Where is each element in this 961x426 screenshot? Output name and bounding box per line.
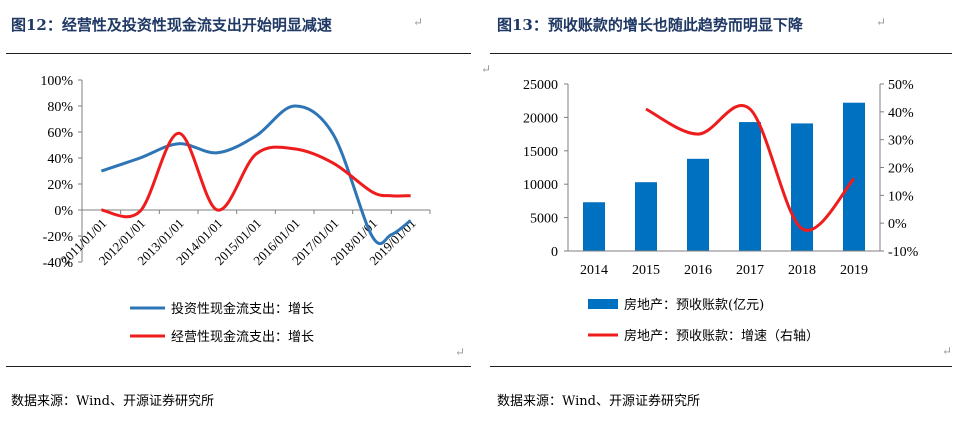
right-left-tick-label: 15000 <box>523 145 558 160</box>
right-right-tick-label: 40% <box>888 106 914 121</box>
legend-label-operating: 经营性现金流支出：增长 <box>171 329 314 345</box>
left-legend: 投资性现金流支出：增长 经营性现金流支出：增长 <box>130 301 314 345</box>
left-figure-title: 图12：经营性及投资性现金流支出开始明显减速 <box>11 16 332 34</box>
left-y-tick-label: 20% <box>47 178 73 193</box>
return-mark: ↵ <box>413 15 424 29</box>
left-source-note: 数据来源：Wind、开源证券研究所 <box>11 394 214 409</box>
return-mark: ↵ <box>481 62 492 76</box>
right-left-tick-label: 5000 <box>530 212 558 227</box>
right-figure-title: 图13：预收账款的增长也随此趋势而明显下降 <box>497 16 803 34</box>
right-right-tick-label: 50% <box>888 78 914 93</box>
return-mark: ↵ <box>876 15 887 29</box>
right-legend: 房地产：预收账款(亿元) 房地产：预收账款：增速（右轴） <box>588 297 819 344</box>
left-x-axis: 2011/01/012012/01/012013/01/012014/01/01… <box>57 216 418 268</box>
right-right-tick-label: 20% <box>888 162 914 177</box>
right-left-tick-label: 10000 <box>523 178 558 193</box>
bar-2016 <box>687 158 709 251</box>
investing-growth-line <box>100 104 412 246</box>
right-growth-line <box>645 104 856 232</box>
left-y-tick-label: 40% <box>47 152 73 167</box>
bar-2018 <box>791 123 813 251</box>
right-x-tick-label: 2014 <box>580 263 608 278</box>
bar-2014 <box>583 202 605 251</box>
right-source-note: 数据来源：Wind、开源证券研究所 <box>497 394 700 409</box>
left-y-tick-label: 100% <box>40 74 73 89</box>
right-x-tick-label: 2017 <box>736 263 764 278</box>
return-mark: ↵ <box>455 345 466 359</box>
right-bottom-divider <box>490 366 952 367</box>
legend-label-advance-receipts: 房地产：预收账款(亿元) <box>624 297 764 313</box>
right-x-tick-label: 2019 <box>840 263 868 278</box>
left-title-divider <box>6 53 471 54</box>
right-bars <box>583 102 865 252</box>
left-bottom-divider <box>6 366 471 367</box>
right-right-tick-label: 10% <box>888 189 914 204</box>
growth-rate-line <box>645 104 856 232</box>
left-y-tick-label: 80% <box>47 100 73 115</box>
right-title-divider <box>490 53 952 54</box>
right-right-tick-label: 0% <box>888 217 907 232</box>
left-y-axis: -40% -20% 0% 20% 40% 60% 80% 100% <box>40 74 73 271</box>
bar-2017 <box>739 122 761 252</box>
legend-label-growth: 房地产：预收账款：增速（右轴） <box>624 328 819 344</box>
left-y-tick-label: -40% <box>43 256 74 271</box>
right-left-tick-label: 20000 <box>523 111 558 126</box>
bar-2019 <box>843 102 865 251</box>
right-axes: 0 5000 10000 15000 20000 25000 -10% 0% 10% 20% 30%… <box>523 78 919 278</box>
right-x-tick-label: 2015 <box>632 263 660 278</box>
left-chart: -40% -20% 0% 20% 40% 60% 80% 100% 2011/01/01201… <box>40 74 431 345</box>
left-plot-area <box>78 79 431 263</box>
right-right-tick-label: 30% <box>888 134 914 149</box>
left-y-tick-label: -20% <box>43 230 74 245</box>
left-y-tick-label: 60% <box>47 126 73 141</box>
return-mark: ↵ <box>942 344 953 358</box>
legend-label-investing: 投资性现金流支出：增长 <box>171 301 314 317</box>
bar-2015 <box>635 182 657 251</box>
left-series-lines <box>100 104 412 246</box>
operating-growth-line <box>101 131 411 219</box>
right-chart: 0 5000 10000 15000 20000 25000 -10% 0% 10% 20% 30%… <box>523 78 919 344</box>
right-left-tick-label: 0 <box>551 245 558 260</box>
right-right-tick-label: -10% <box>888 245 919 260</box>
right-left-tick-label: 25000 <box>523 78 558 93</box>
right-x-tick-label: 2016 <box>684 263 712 278</box>
legend-swatch-advance-receipts <box>588 299 618 309</box>
left-y-tick-label: 0% <box>54 204 73 219</box>
right-x-tick-label: 2018 <box>788 263 816 278</box>
